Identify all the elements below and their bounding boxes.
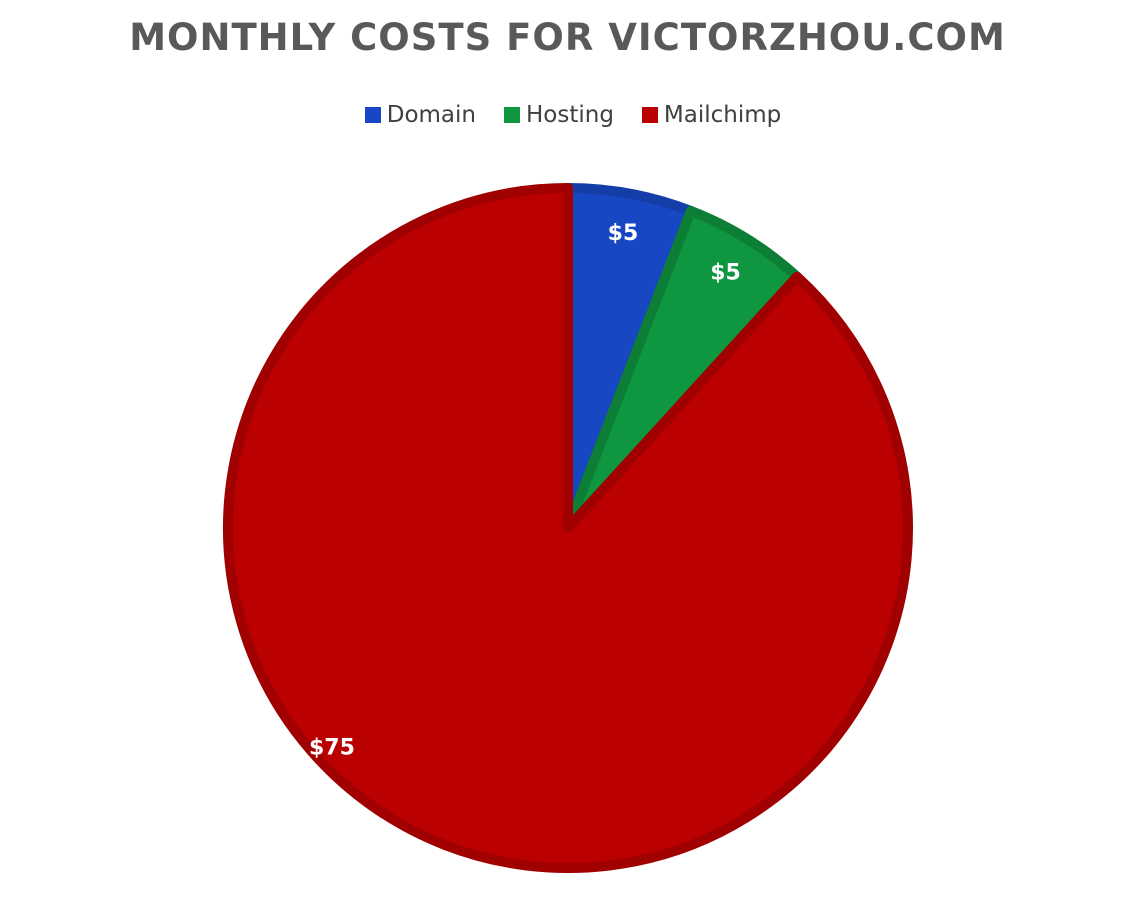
legend: Domain Hosting Mailchimp (0, 102, 1140, 128)
legend-label-domain: Domain (386, 102, 476, 128)
slice-label-mailchimp: $75 (309, 735, 355, 760)
legend-swatch-hosting (503, 107, 520, 123)
slice-label-domain: $5 (608, 221, 639, 246)
slice-label-hosting: $5 (710, 261, 741, 286)
legend-swatch-mailchimp (641, 107, 658, 123)
chart-title: MONTHLY COSTS FOR VICTORZHOU.COM (129, 16, 1006, 59)
legend-label-mailchimp: Mailchimp (663, 102, 782, 128)
legend-label-hosting: Hosting (525, 102, 614, 128)
legend-item-mailchimp: Mailchimp (641, 102, 782, 128)
legend-item-hosting: Hosting (503, 102, 614, 128)
legend-item-domain: Domain (364, 102, 476, 128)
pie-slice-mailchimp (223, 183, 913, 873)
legend-swatch-domain (364, 107, 381, 123)
